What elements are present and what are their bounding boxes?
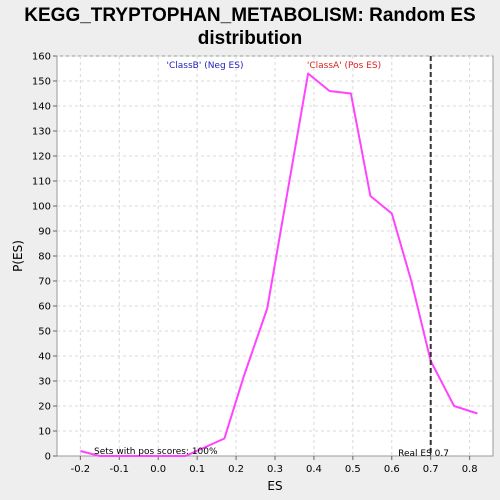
y-tick-label: 160 bbox=[32, 52, 51, 63]
y-tick-label: 120 bbox=[32, 152, 51, 163]
chart-title-line-2: distribution bbox=[198, 28, 302, 49]
es-distribution-line bbox=[80, 72, 478, 457]
y-tick-label: 80 bbox=[38, 252, 51, 263]
x-tick-label: 0.1 bbox=[189, 464, 205, 475]
y-tick-label: 40 bbox=[38, 352, 51, 363]
grid bbox=[57, 55, 493, 456]
y-tick-label: 150 bbox=[32, 77, 51, 88]
sets-pos-scores-label: Sets with pos scores: 100% bbox=[94, 447, 218, 457]
x-tick-label: 0.7 bbox=[423, 464, 439, 475]
x-tick-label: -0.2 bbox=[71, 464, 91, 475]
pos-es-label: 'ClassA' (Pos ES) bbox=[307, 61, 381, 71]
y-tick-label: 130 bbox=[32, 127, 51, 138]
y-tick-label: 30 bbox=[38, 377, 51, 388]
x-tick-label: 0.6 bbox=[384, 464, 400, 475]
x-tick-label: 0.4 bbox=[306, 464, 322, 475]
y-tick-label: 110 bbox=[32, 177, 51, 188]
x-tick-label: 0.3 bbox=[267, 464, 283, 475]
real-es-label: Real ES 0.7 bbox=[398, 449, 449, 459]
x-tick-label: 0.8 bbox=[462, 464, 478, 475]
y-tick-label: 70 bbox=[38, 277, 51, 288]
x-tick-label: 0.2 bbox=[228, 464, 244, 475]
y-axis-label: P(ES) bbox=[11, 240, 25, 272]
x-tick-label: 0.5 bbox=[345, 464, 361, 475]
axes: 0 10 20 30 40 50 60 70 80 90 100 110 120 130 140 150 160… bbox=[32, 52, 478, 476]
x-tick-label: 0.0 bbox=[150, 464, 166, 475]
y-tick-label: 20 bbox=[38, 402, 51, 413]
y-tick-label: 60 bbox=[38, 302, 51, 313]
y-tick-label: 90 bbox=[38, 227, 51, 238]
x-axis-label: ES bbox=[267, 479, 282, 493]
y-tick-label: 0 bbox=[45, 452, 51, 463]
x-tick-label: -0.1 bbox=[110, 464, 130, 475]
y-tick-label: 140 bbox=[32, 102, 51, 113]
y-tick-label: 10 bbox=[38, 427, 51, 438]
neg-es-label: 'ClassB' (Neg ES) bbox=[167, 61, 244, 71]
series-layer bbox=[80, 72, 478, 457]
y-tick-label: 50 bbox=[38, 327, 51, 338]
y-tick-label: 100 bbox=[32, 202, 51, 213]
chart-title-line-1: KEGG_TRYPTOPHAN_METABOLISM: Random ES bbox=[24, 5, 475, 26]
